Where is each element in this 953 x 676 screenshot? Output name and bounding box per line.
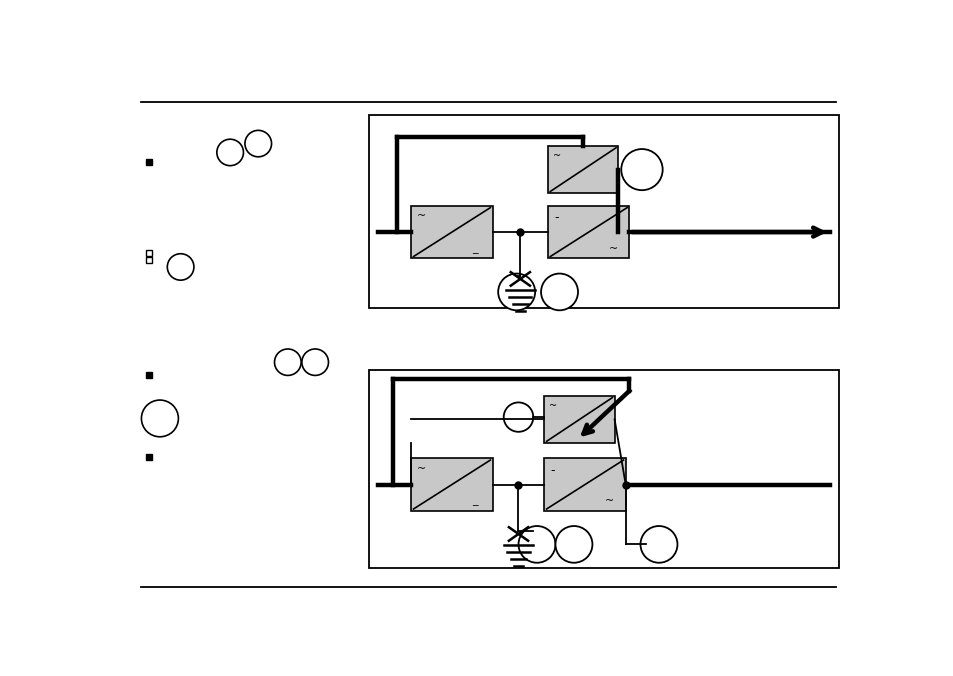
Text: ~: ~ [416,464,426,474]
Ellipse shape [555,526,592,562]
Ellipse shape [540,274,578,310]
Ellipse shape [141,400,178,437]
Ellipse shape [497,274,535,310]
Ellipse shape [216,139,243,166]
Ellipse shape [620,149,662,190]
Text: _: _ [472,496,477,506]
Text: _: _ [472,244,477,254]
Text: -: - [550,464,555,477]
Ellipse shape [245,130,272,157]
Ellipse shape [503,402,533,432]
Bar [411,206,492,258]
Bar [547,206,629,258]
Ellipse shape [167,254,193,280]
Ellipse shape [274,349,301,375]
Bar [411,458,492,510]
Ellipse shape [301,349,328,375]
Text: -: - [554,211,558,224]
Ellipse shape [517,526,555,562]
Text: ~: ~ [416,211,426,221]
Text: ~: ~ [552,151,560,162]
Bar [544,458,625,510]
Bar [369,370,838,568]
Bar [547,146,618,193]
Text: ~: ~ [604,496,614,506]
Text: ~: ~ [608,244,618,254]
Ellipse shape [639,526,677,562]
Text: ~: ~ [548,402,557,411]
Bar [544,396,614,443]
Bar [369,115,838,308]
